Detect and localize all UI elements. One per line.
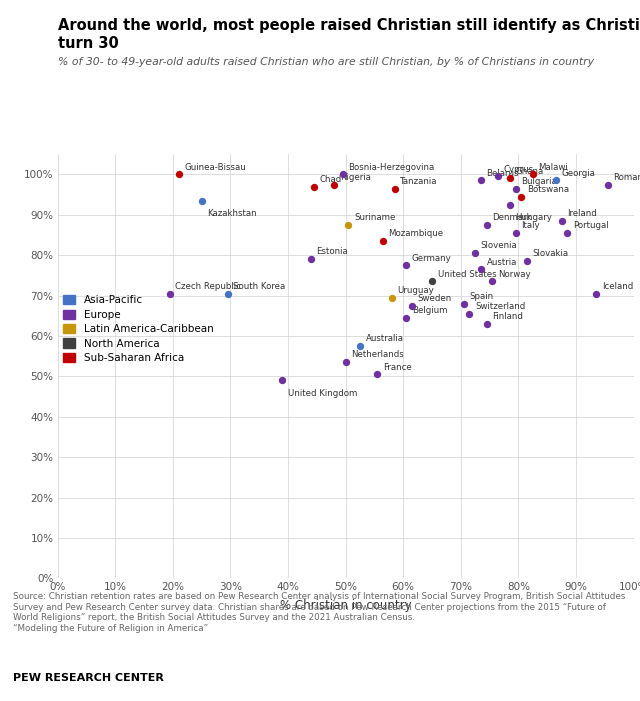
Text: Norway: Norway (498, 270, 531, 279)
Point (511, 183, 521, 194)
Point (196, 195, 207, 206)
Text: Ireland: Ireland (567, 209, 597, 218)
Point (557, 215, 567, 226)
Point (329, 179, 339, 190)
Point (563, 227, 573, 238)
Point (476, 264, 486, 275)
Text: Georgia: Georgia (561, 169, 595, 177)
Text: Finland: Finland (492, 312, 523, 321)
Point (550, 175, 561, 186)
Point (372, 369, 383, 380)
Text: Nigeria: Nigeria (340, 172, 371, 182)
Text: Slovenia: Slovenia (481, 241, 518, 250)
Text: % of 30- to 49-year-old adults raised Christian who are still Christian, by % of: % of 30- to 49-year-old adults raised Ch… (58, 57, 594, 67)
Text: Spain: Spain (469, 292, 493, 301)
Point (344, 219, 354, 231)
Text: Tanzania: Tanzania (400, 177, 438, 186)
Text: Austria: Austria (486, 257, 517, 266)
Text: France: France (383, 362, 412, 372)
Point (389, 183, 399, 194)
Point (401, 312, 412, 323)
Text: Source: Christian retention rates are based on Pew Research Center analysis of I: Source: Christian retention rates are ba… (13, 592, 625, 632)
Text: Suriname: Suriname (354, 213, 396, 222)
Text: Cyprus: Cyprus (504, 165, 534, 174)
Point (340, 357, 351, 368)
Text: Sweden: Sweden (417, 294, 452, 303)
Text: Czech Republic: Czech Republic (175, 282, 241, 291)
Text: Chad: Chad (319, 175, 342, 184)
Point (493, 171, 504, 182)
Text: Bosnia-Herzegovina: Bosnia-Herzegovina (348, 163, 435, 172)
Point (277, 375, 287, 386)
Text: Germany: Germany (412, 254, 451, 262)
Text: Hungary: Hungary (515, 213, 552, 222)
Text: Mozambique: Mozambique (388, 229, 444, 238)
Point (173, 169, 184, 180)
Text: Ghana: Ghana (515, 167, 543, 176)
Text: PEW RESEARCH CENTER: PEW RESEARCH CENTER (13, 674, 164, 683)
Point (470, 247, 480, 259)
Point (476, 175, 486, 186)
Text: Botswana: Botswana (527, 185, 569, 194)
Point (401, 259, 412, 271)
Text: Bulgaria: Bulgaria (521, 177, 557, 186)
X-axis label: % Christian in country: % Christian in country (280, 599, 412, 613)
Point (355, 341, 365, 352)
Text: Italy: Italy (521, 222, 540, 230)
Point (504, 199, 515, 210)
Point (464, 308, 474, 320)
Point (387, 292, 397, 304)
Text: United Kingdom: United Kingdom (288, 389, 357, 397)
Text: Kazakhstan: Kazakhstan (207, 209, 257, 218)
Point (165, 288, 175, 299)
Point (591, 288, 602, 299)
Point (504, 173, 515, 184)
Point (527, 169, 538, 180)
Point (223, 288, 233, 299)
Point (308, 181, 319, 192)
Point (407, 300, 417, 311)
Text: United States: United States (438, 270, 496, 279)
Point (516, 191, 526, 203)
Point (306, 254, 316, 265)
Text: Iceland: Iceland (602, 282, 633, 291)
Point (338, 169, 348, 180)
Text: Guinea-Bissau: Guinea-Bissau (184, 163, 246, 172)
Text: Estonia: Estonia (317, 247, 348, 257)
Text: Switzerland: Switzerland (475, 302, 525, 311)
Text: Around the world, most people raised Christian still identify as Christian after: Around the world, most people raised Chr… (58, 18, 640, 32)
Legend: Asia-Pacific, Europe, Latin America-Caribbean, North America, Sub-Saharan Africa: Asia-Pacific, Europe, Latin America-Cari… (63, 295, 213, 363)
Point (603, 179, 613, 190)
Text: Netherlands: Netherlands (351, 350, 404, 360)
Point (511, 227, 521, 238)
Text: Belarus: Belarus (486, 169, 519, 177)
Text: Portugal: Portugal (573, 222, 609, 230)
Point (427, 275, 437, 287)
Point (482, 219, 492, 231)
Text: Australia: Australia (365, 334, 404, 343)
Point (482, 318, 492, 329)
Point (522, 256, 532, 267)
Text: turn 30: turn 30 (58, 36, 118, 51)
Point (378, 236, 388, 247)
Text: Denmark: Denmark (492, 213, 532, 222)
Point (488, 275, 498, 287)
Point (458, 298, 468, 309)
Text: Slovakia: Slovakia (532, 250, 569, 259)
Text: Uruguay: Uruguay (397, 286, 434, 295)
Text: South Korea: South Korea (233, 282, 285, 291)
Text: Romania: Romania (613, 172, 640, 182)
Text: Malawi: Malawi (538, 163, 568, 172)
Text: Belgium: Belgium (412, 306, 447, 315)
